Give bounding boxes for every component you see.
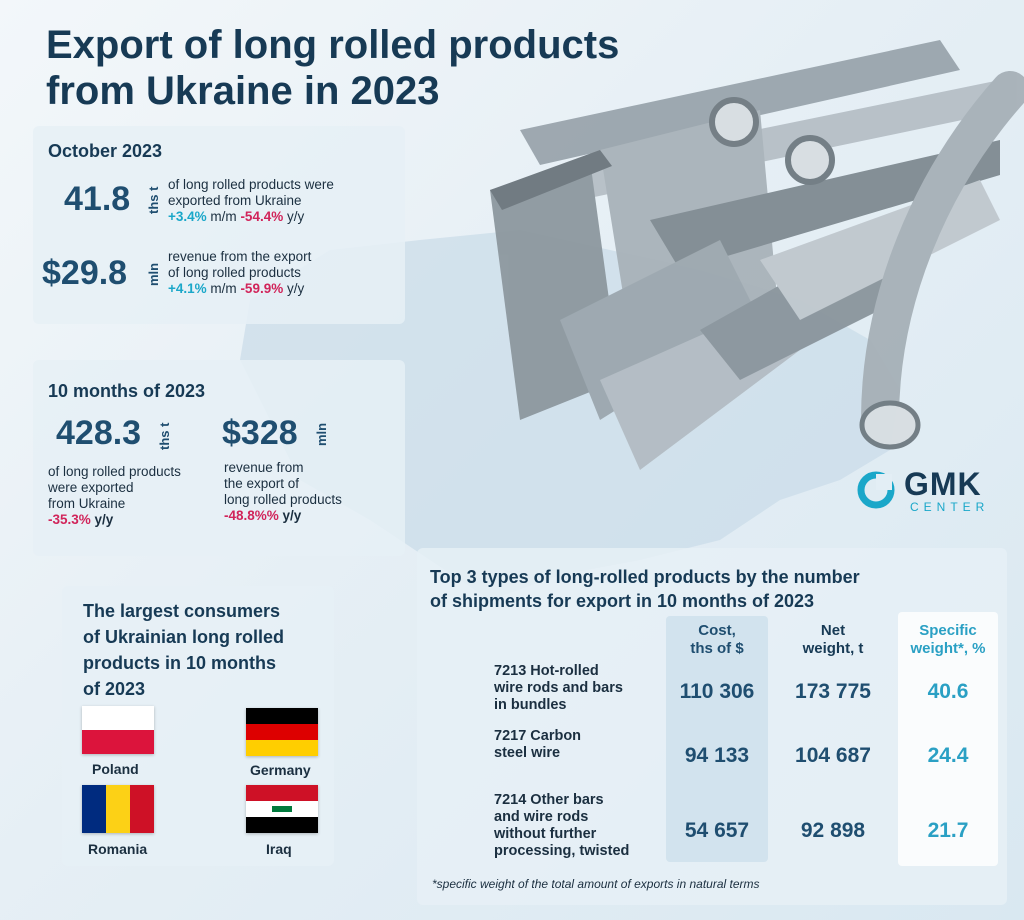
table-row-label: 7214 Other bars and wire rods without furt… (494, 792, 630, 859)
cost-column-bg (666, 616, 768, 862)
ten-months-volume-text: of long rolled products were exported fr… (48, 464, 181, 527)
october-volume-value: 41.8 (64, 180, 131, 218)
table-footnote: *specific weight of the total amount of … (432, 877, 760, 891)
table-row-cost: 94 133 (684, 744, 750, 767)
col-weight-header: Net weight, t (802, 622, 864, 657)
ten-months-heading: 10 months of 2023 (48, 381, 206, 401)
country-iraq: Iraq (266, 841, 292, 857)
romania-flag-icon (82, 785, 154, 833)
table-row-share: 21.7 (927, 819, 969, 842)
october-volume-mm: +3.4% (168, 209, 207, 224)
october-volume-unit: ths t (146, 186, 161, 214)
country-poland: Poland (92, 761, 139, 777)
col-cost-header: Cost, ths of $ (690, 622, 744, 657)
ten-months-revenue-unit: mln (314, 422, 329, 446)
table-row-share: 24.4 (927, 744, 969, 767)
table-heading: Top 3 types of long-rolled products by t… (430, 567, 860, 611)
poland-flag-icon (82, 706, 154, 754)
germany-flag-icon (246, 708, 318, 756)
october-revenue-value: $29.8 (42, 254, 128, 292)
table-row-cost: 54 657 (684, 819, 750, 842)
title-line-1: Export of long rolled products (46, 23, 620, 67)
table-row-share: 40.6 (927, 680, 969, 703)
consumers-heading: The largest consumers of Ukrainian long … (83, 601, 285, 699)
metal-products-icon (490, 40, 1024, 470)
ten-months-revenue-value: $328 (222, 414, 298, 452)
table-row-weight: 92 898 (800, 819, 866, 842)
iraq-flag-icon (246, 785, 318, 833)
ten-months-revenue-text: revenue from the export of long rolled p… (224, 460, 342, 523)
october-revenue-yy: -59.9% (240, 281, 284, 296)
october-revenue-mm: +4.1% (168, 281, 207, 296)
october-card (33, 126, 405, 324)
october-heading: October 2023 (48, 141, 163, 161)
gmk-logo-icon (857, 471, 895, 509)
title-line-2: from Ukraine in 2023 (46, 69, 440, 113)
country-romania: Romania (88, 841, 148, 857)
october-revenue-unit: mln (146, 262, 161, 286)
october-volume-text: of long rolled products were exported fr… (168, 177, 334, 224)
table-row-weight: 104 687 (795, 744, 871, 767)
page-title: Export of long rolled products from Ukra… (46, 22, 619, 114)
table-row-weight: 173 775 (795, 680, 871, 703)
october-volume-yy: -54.4% (240, 209, 284, 224)
ten-months-volume-yy: -35.3% (48, 512, 91, 527)
ten-months-card (33, 360, 405, 556)
table-row-label: 7213 Hot-rolled wire rods and bars in bund… (494, 663, 623, 713)
brand-name: GMK (904, 466, 982, 502)
brand-sub: CENTER (910, 500, 990, 514)
ten-months-volume-value: 428.3 (56, 414, 142, 452)
country-germany: Germany (250, 762, 311, 778)
ten-months-revenue-yy: -48.8%% (224, 508, 279, 523)
table-row-cost: 110 306 (679, 680, 755, 703)
october-revenue-text: revenue from the export of long rolled p… (168, 249, 312, 296)
col-share-header: Specific weight*, % (910, 622, 986, 657)
ten-months-volume-unit: ths t (157, 422, 172, 450)
share-column-bg (898, 612, 998, 866)
table-row-label: 7217 Carbon steel wire (494, 728, 582, 761)
